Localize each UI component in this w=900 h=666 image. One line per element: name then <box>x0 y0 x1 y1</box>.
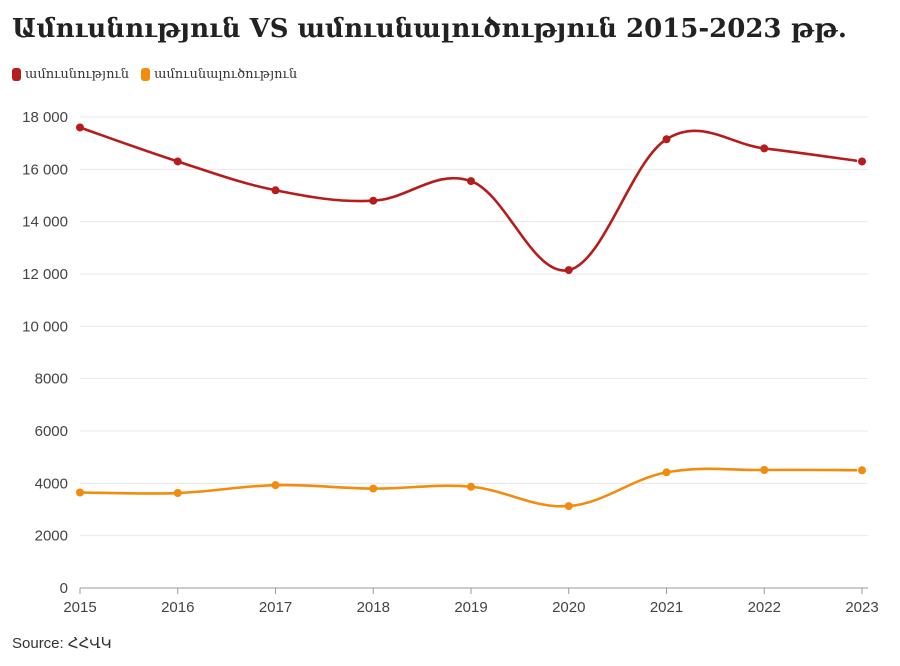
x-tick-label: 2015 <box>63 599 96 616</box>
x-tick-label: 2023 <box>845 599 878 616</box>
x-tick-label: 2017 <box>259 599 292 616</box>
data-point <box>271 481 280 490</box>
data-point <box>369 196 378 205</box>
data-point <box>76 123 84 132</box>
data-point <box>760 465 769 474</box>
series-line <box>78 126 858 272</box>
series-lines <box>76 123 866 511</box>
y-tick-label: 18 000 <box>22 109 68 126</box>
x-tick-label: 2016 <box>161 599 194 616</box>
legend-item-marriage[interactable]: ամուսնություն <box>12 67 129 82</box>
x-tick-label: 2022 <box>748 599 781 616</box>
data-point <box>662 135 671 144</box>
legend-item-divorce[interactable]: ամուսնալուծություն <box>141 67 297 82</box>
chart-title: Ամուսնություն VS ամուսնալուծություն 2015… <box>12 14 847 44</box>
y-tick-label: 4000 <box>35 475 68 492</box>
legend-label-divorce: ամուսնալուծություն <box>154 67 298 82</box>
y-tick-label: 6000 <box>35 423 68 440</box>
data-point <box>858 466 866 475</box>
y-tick-label: 10 000 <box>22 318 68 335</box>
data-point <box>858 157 866 166</box>
y-tick-label: 16 000 <box>22 161 68 178</box>
x-tick-label: 2021 <box>650 599 683 616</box>
y-tick-label: 14 000 <box>22 214 68 231</box>
y-tick-label: 2000 <box>35 528 68 545</box>
legend-swatch-divorce <box>141 68 151 81</box>
legend-swatch-marriage <box>12 68 21 81</box>
x-tick-label: 2020 <box>552 599 585 616</box>
data-point <box>564 266 573 275</box>
data-point <box>271 186 280 195</box>
legend-label-marriage: ամուսնություն <box>25 67 130 82</box>
data-point <box>564 502 573 511</box>
series-1 <box>76 465 866 511</box>
data-point <box>760 144 769 153</box>
data-point <box>467 482 475 491</box>
gridlines <box>80 116 868 589</box>
data-point <box>76 488 84 497</box>
data-point <box>467 177 475 186</box>
y-tick-label: 12 000 <box>22 266 68 283</box>
data-point <box>369 484 378 493</box>
y-tick-label: 0 <box>60 580 68 597</box>
x-tick-label: 2018 <box>357 599 390 616</box>
series-0 <box>76 123 866 275</box>
data-point <box>173 489 182 498</box>
source-note: Source: ՀՀՎԿ <box>12 635 112 652</box>
chart-legend: ամուսնություն ամուսնալուծություն <box>12 67 297 82</box>
data-point <box>662 468 671 477</box>
data-point <box>173 157 182 166</box>
x-tick-label: 2019 <box>454 599 487 616</box>
axes: 0 2000 4000 6000 8000 10 000 12 000 14 000 16 00… <box>22 109 879 616</box>
y-tick-label: 8000 <box>35 371 68 388</box>
